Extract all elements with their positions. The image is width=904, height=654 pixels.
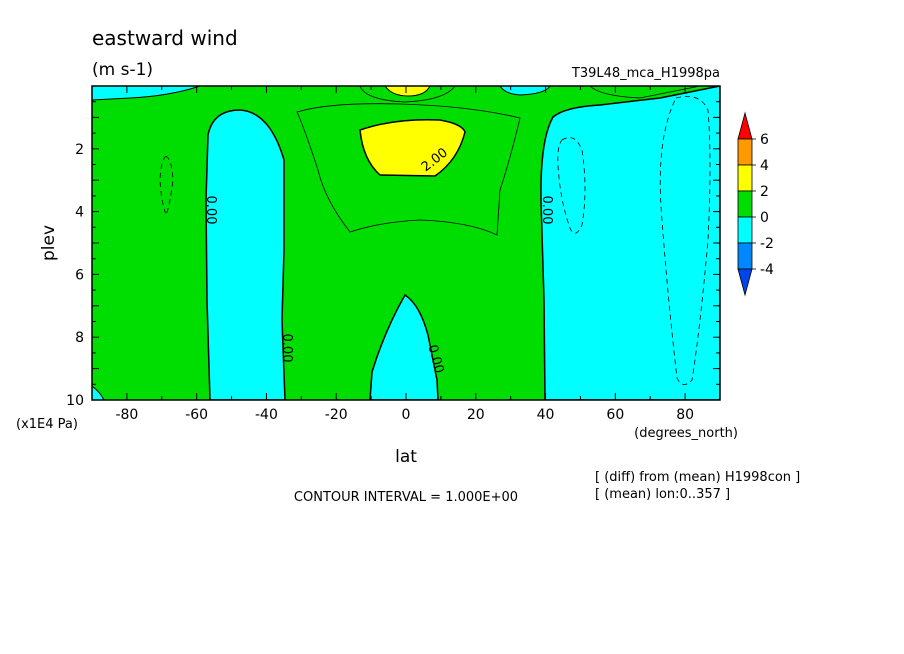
- y-tick-label: 10: [66, 393, 84, 409]
- colorbar-extend-bottom: [737, 268, 753, 297]
- contour-label: 0.00: [539, 196, 554, 225]
- positive-region-top: [384, 86, 431, 97]
- x-axis-label: lat: [395, 447, 417, 467]
- y-axis: 2 4 6 8 10: [66, 101, 720, 409]
- contour-label: 0.00: [279, 334, 294, 363]
- negative-region-north: [540, 86, 720, 400]
- note-mean: [ (mean) lon:0..357 ]: [595, 487, 730, 502]
- colorbar-label: 6: [760, 132, 769, 148]
- negative-region-equator: [369, 293, 439, 400]
- colorbar-label: 4: [760, 158, 769, 174]
- colorbar: 6 4 2 0 -2 -4: [737, 111, 774, 297]
- contour-1-north: [589, 86, 701, 99]
- colorbar-swatch: [737, 216, 753, 244]
- plot-area: [92, 86, 720, 400]
- positive-region: [359, 118, 466, 177]
- contour-interval: CONTOUR INTERVAL = 1.000E+00: [294, 490, 518, 505]
- y-tick-label: 4: [75, 205, 84, 221]
- y-tick-label: 6: [75, 267, 84, 283]
- x-axis: -80 -60 -40 -20 0 20 40 60 80: [91, 86, 721, 423]
- x-tick-label: -60: [185, 407, 208, 423]
- y-tick-label: 8: [75, 330, 84, 346]
- colorbar-swatch: [737, 138, 753, 166]
- x-tick-label: 80: [676, 407, 694, 423]
- y-axis-units: (x1E4 Pa): [16, 417, 78, 432]
- note-diff: [ (diff) from (mean) H1998con ]: [595, 470, 800, 485]
- negative-region-corner: [92, 385, 105, 400]
- y-tick-label: 2: [75, 142, 84, 158]
- colorbar-swatch: [737, 164, 753, 192]
- colorbar-label: -4: [760, 262, 774, 278]
- x-tick-label: 40: [537, 407, 555, 423]
- colorbar-label: 2: [760, 184, 769, 200]
- x-tick-label: 20: [467, 407, 485, 423]
- contour-1-top: [359, 86, 456, 103]
- x-axis-units: (degrees_north): [634, 426, 738, 441]
- contour-neg1-north-b: [659, 96, 711, 385]
- colorbar-label: 0: [760, 210, 769, 226]
- chart-title: eastward wind: [92, 26, 238, 50]
- chart-units: (m s-1): [92, 60, 153, 80]
- x-tick-label: -40: [255, 407, 278, 423]
- colorbar-extend-top: [737, 111, 753, 140]
- contour-label: 0.00: [203, 196, 218, 225]
- contour-neg1-north-a: [557, 137, 586, 234]
- colorbar-swatch: [737, 190, 753, 218]
- experiment-label: T39L48_mca_H1998pa: [571, 66, 720, 81]
- x-tick-label: -20: [325, 407, 348, 423]
- x-tick-label: 0: [402, 407, 411, 423]
- contour-label: 0.00: [424, 343, 446, 375]
- negative-region-top-2: [499, 86, 551, 96]
- x-tick-label: -80: [115, 407, 138, 423]
- colorbar-swatch: [737, 242, 753, 270]
- colorbar-label: -2: [760, 236, 774, 252]
- contour-1-upper: [296, 103, 521, 236]
- y-axis-label: plev: [39, 225, 59, 261]
- x-tick-label: 60: [606, 407, 624, 423]
- negative-region-south: [205, 109, 286, 400]
